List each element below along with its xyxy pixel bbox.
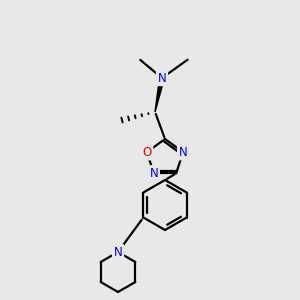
Polygon shape: [155, 77, 164, 112]
Text: N: N: [114, 245, 122, 259]
Text: N: N: [179, 146, 188, 159]
Text: O: O: [142, 146, 152, 159]
Text: N: N: [149, 167, 158, 180]
Text: N: N: [158, 71, 166, 85]
